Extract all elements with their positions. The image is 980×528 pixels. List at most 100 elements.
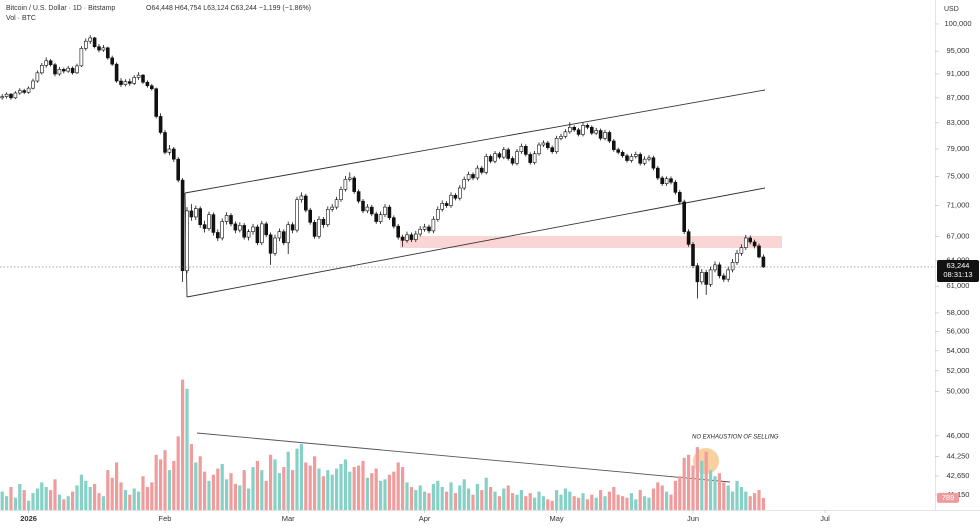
candle-body <box>708 269 713 285</box>
volume-bar <box>335 468 339 510</box>
volume-bar <box>5 496 9 510</box>
candle-body <box>246 231 251 238</box>
candle-body <box>405 234 409 241</box>
candle-body <box>752 241 757 247</box>
candle-body <box>75 65 79 74</box>
candle-body <box>299 195 304 200</box>
y-tick-label: 79,000 <box>947 144 970 153</box>
volume-bar <box>251 467 255 510</box>
volume-bar <box>110 477 114 510</box>
volume-bar <box>260 470 264 510</box>
candle-body <box>383 206 387 215</box>
candle-body <box>22 90 27 93</box>
volume-bar <box>49 490 53 510</box>
volume-bar <box>167 470 171 510</box>
y-tick-label: 56,000 <box>947 327 970 336</box>
volume-bar <box>502 488 506 510</box>
candle-body <box>589 126 594 134</box>
candle-body <box>154 88 158 117</box>
candle-body <box>273 237 277 254</box>
volume-bar <box>365 477 369 510</box>
volume-bar <box>313 456 317 510</box>
candle-body <box>409 234 414 240</box>
volume-bar <box>53 479 57 510</box>
candle-body <box>119 80 123 85</box>
volume-bar <box>247 488 251 510</box>
candle-body <box>567 126 572 133</box>
candle-body <box>88 37 92 42</box>
candle-body <box>136 74 141 78</box>
volume-bar <box>330 474 334 510</box>
volume-bar <box>440 486 444 510</box>
candle-body <box>748 237 753 243</box>
volume-bar <box>585 499 589 510</box>
candle-body <box>581 125 585 135</box>
candle-body <box>713 264 717 271</box>
volume-bar <box>638 490 642 510</box>
candle-body <box>202 224 207 229</box>
volume-bar <box>572 496 576 510</box>
volume-bar <box>295 448 299 510</box>
candle-body <box>70 67 75 74</box>
candle-body <box>686 231 691 245</box>
countdown-label: 08:31:13 <box>943 270 972 279</box>
volume-bar <box>643 496 647 510</box>
volume-bar <box>634 499 638 510</box>
candle-body <box>603 132 607 139</box>
y-tick-label: 91,000 <box>947 69 970 78</box>
candle-body <box>444 203 449 206</box>
volume-bar <box>713 476 717 510</box>
candle-body <box>295 199 299 231</box>
candle-body <box>418 229 423 235</box>
volume-bar <box>154 454 158 510</box>
candle-body <box>396 225 401 238</box>
candle-body <box>4 93 9 97</box>
volume-bar <box>396 462 400 510</box>
volume-bar <box>123 490 127 510</box>
volume-bar <box>739 486 743 510</box>
volume-bar <box>299 444 303 510</box>
x-tick-label: Apr <box>419 514 431 523</box>
volume-bar <box>79 474 83 510</box>
volume-bar <box>220 463 224 510</box>
volume-bar <box>541 496 545 510</box>
y-tick-label: 87,000 <box>947 93 970 102</box>
candle-body <box>523 146 528 155</box>
volume-bar <box>357 465 361 510</box>
candle-body <box>378 214 383 222</box>
candle-body <box>312 222 317 237</box>
candle-body <box>369 206 374 215</box>
volume-bar <box>471 494 475 510</box>
candle-body <box>185 210 189 272</box>
volume-layer <box>0 379 765 510</box>
volume-bar <box>264 480 268 510</box>
volume-bar <box>612 486 616 510</box>
candle-body <box>26 87 31 93</box>
candle-body <box>453 194 458 199</box>
volume-bar <box>176 436 180 510</box>
candle-body <box>506 149 511 159</box>
candle-body <box>427 226 431 232</box>
volume-bar <box>361 460 365 510</box>
candle-body <box>216 232 220 239</box>
volume-bar <box>629 493 633 510</box>
volume-bar <box>304 462 308 510</box>
candle-body <box>194 208 198 218</box>
volume-bar <box>339 463 343 510</box>
candle-body <box>48 60 53 66</box>
volume-bar <box>27 500 31 510</box>
volume-trend-line <box>196 432 731 483</box>
volume-bar <box>431 483 435 510</box>
candle-body <box>211 214 216 233</box>
volume-bar <box>489 486 493 510</box>
candle-body <box>233 223 238 231</box>
volume-bar <box>405 482 409 510</box>
volume-bar <box>515 494 519 510</box>
annotation: NO EXHAUSTION OF SELLING <box>692 435 779 441</box>
candle-body <box>629 156 634 161</box>
y-tick-label: 83,000 <box>947 118 970 127</box>
volume-bar <box>722 482 726 510</box>
candle-body <box>721 275 726 280</box>
volume-bar <box>594 497 598 510</box>
